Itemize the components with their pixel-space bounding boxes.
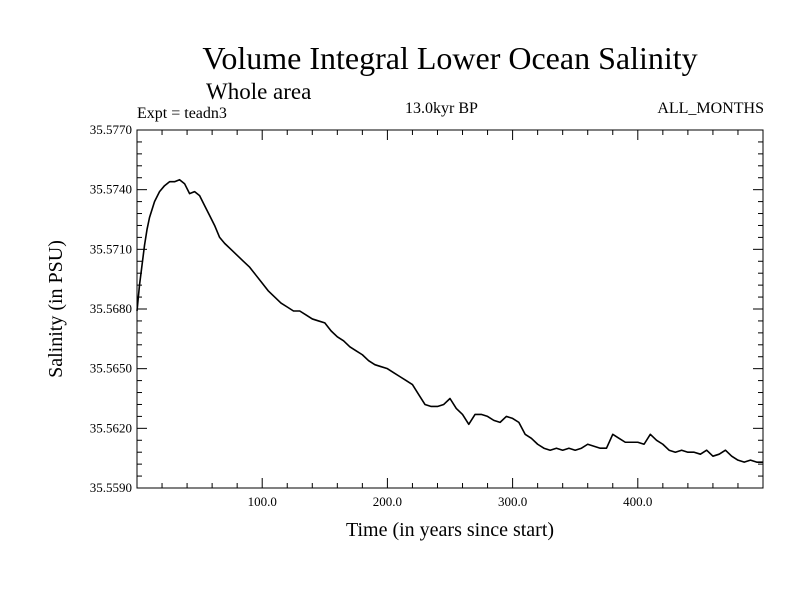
plot-frame <box>136 129 764 489</box>
x-tick-label: 100.0 <box>248 494 277 509</box>
experiment-label: Expt = teadn3 <box>137 105 227 122</box>
chart-subtitle: Whole area <box>206 79 312 104</box>
axis-tick-labels: 100.0 200.0 300.0 400.0 35.5590 35.5620 35.565… <box>90 122 653 509</box>
x-tick-label: 200.0 <box>373 494 402 509</box>
y-tick-label: 35.5740 <box>90 182 132 197</box>
axis-ticks <box>137 130 763 488</box>
x-axis-label: Time (in years since start) <box>346 519 554 541</box>
chart-title: Volume Integral Lower Ocean Salinity <box>202 40 698 76</box>
y-tick-label: 35.5620 <box>90 420 132 435</box>
x-tick-label: 400.0 <box>623 494 652 509</box>
months-label: ALL_MONTHS <box>657 100 764 117</box>
y-tick-label: 35.5680 <box>90 301 132 316</box>
salinity-series-line <box>136 178 763 463</box>
y-tick-label: 35.5650 <box>90 361 132 376</box>
y-axis-label: Salinity (in PSU) <box>45 240 67 378</box>
y-tick-label: 35.5590 <box>90 480 132 495</box>
x-tick-label: 300.0 <box>498 494 527 509</box>
period-label: 13.0kyr BP <box>405 100 478 117</box>
y-tick-label: 35.5770 <box>90 122 132 137</box>
y-tick-label: 35.5710 <box>90 241 132 256</box>
